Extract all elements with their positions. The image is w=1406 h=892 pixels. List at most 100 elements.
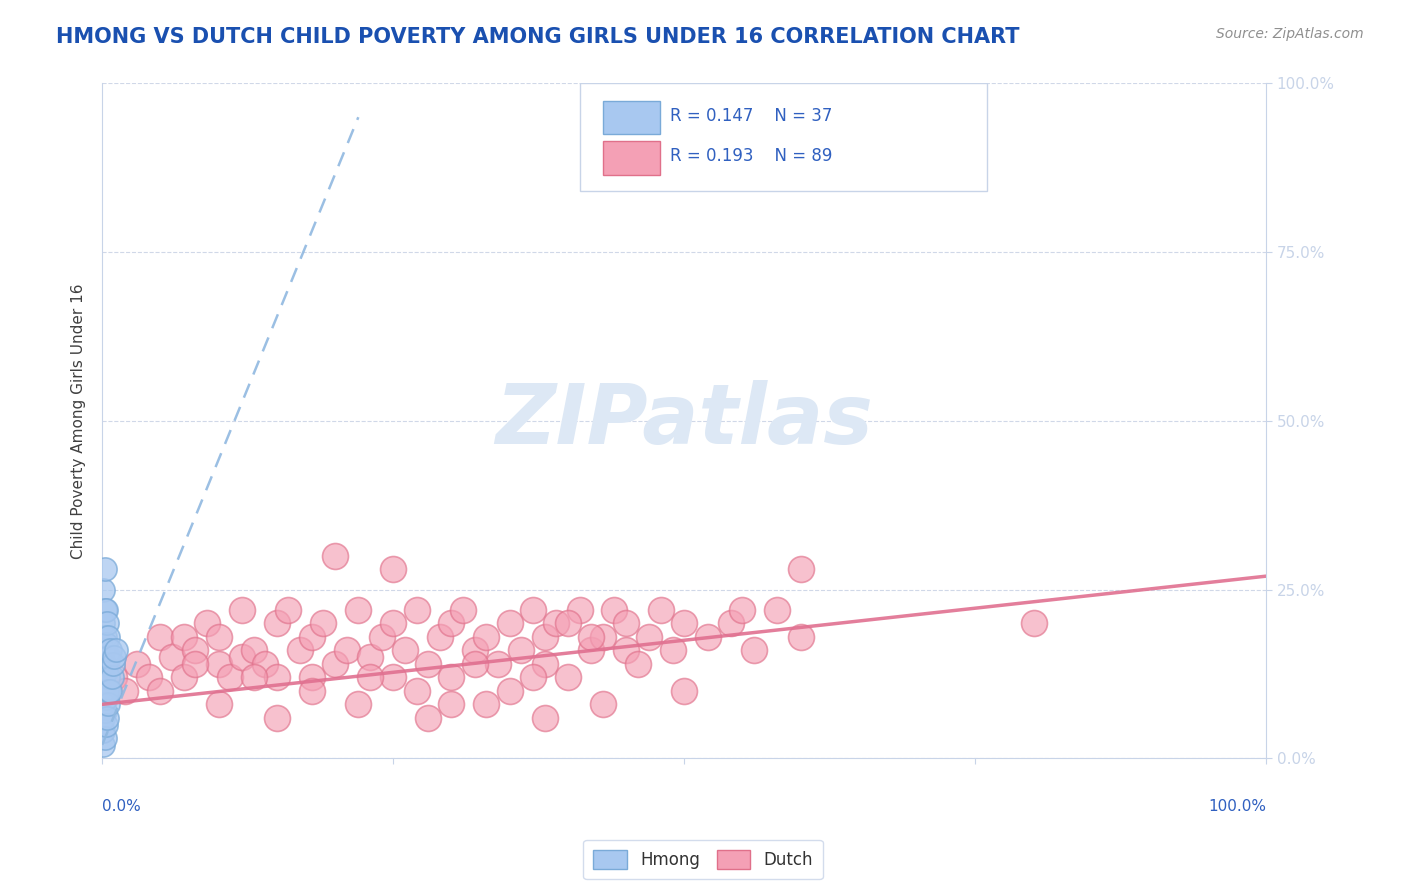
Point [266,711,288,725]
Point [557,670,579,684]
Point [592,698,614,712]
Point [568,603,591,617]
Point [464,643,486,657]
Point [93,731,115,745]
Point [440,670,463,684]
Text: ZIPatlas: ZIPatlas [495,380,873,461]
Point [1022,616,1045,631]
Point [160,650,183,665]
Point [579,630,602,644]
Point [614,616,637,631]
Point [742,643,765,657]
Point [96,650,118,665]
Point [93,738,115,752]
Point [429,630,451,644]
Point [127,657,149,671]
Point [546,616,568,631]
Point [94,690,117,705]
Point [149,684,172,698]
Point [405,603,427,617]
Point [440,616,463,631]
Point [94,603,117,617]
Point [184,643,207,657]
Point [789,562,811,576]
Point [219,670,242,684]
Point [242,670,264,684]
Point [464,657,486,671]
Point [94,664,117,678]
Legend: Hmong, Dutch: Hmong, Dutch [583,840,823,880]
Point [184,657,207,671]
Point [382,670,405,684]
Point [231,603,253,617]
Point [498,684,520,698]
Point [96,711,118,725]
Point [97,630,120,644]
Point [195,616,218,631]
Point [418,657,440,671]
Text: R = 0.193    N = 89: R = 0.193 N = 89 [671,147,832,165]
Point [93,657,115,671]
Point [579,643,602,657]
Point [475,698,498,712]
Point [277,603,299,617]
Point [98,650,121,665]
Point [533,630,555,644]
Point [440,698,463,712]
Point [98,684,121,698]
Point [242,643,264,657]
Point [96,616,118,631]
Point [418,711,440,725]
FancyBboxPatch shape [579,84,987,192]
Text: HMONG VS DUTCH CHILD POVERTY AMONG GIRLS UNDER 16 CORRELATION CHART: HMONG VS DUTCH CHILD POVERTY AMONG GIRLS… [56,27,1019,46]
Point [614,643,637,657]
Text: Source: ZipAtlas.com: Source: ZipAtlas.com [1216,27,1364,41]
Point [98,643,121,657]
Point [673,684,696,698]
Point [93,724,115,739]
Point [301,684,323,698]
FancyBboxPatch shape [603,142,659,175]
Point [266,670,288,684]
Point [114,684,136,698]
FancyBboxPatch shape [603,101,659,134]
Point [370,630,392,644]
Point [603,603,626,617]
Point [592,630,614,644]
Point [103,650,125,665]
Point [661,643,683,657]
Point [312,616,335,631]
Point [100,670,122,684]
Point [93,711,115,725]
Point [557,616,579,631]
Point [323,549,346,563]
Point [301,670,323,684]
Point [207,630,229,644]
Point [650,603,672,617]
Point [347,603,370,617]
Point [98,684,121,698]
Point [359,670,381,684]
Point [93,582,115,597]
Point [93,562,115,576]
Point [486,657,509,671]
Point [93,616,115,631]
Point [103,670,125,684]
Point [323,657,346,671]
Point [498,616,520,631]
Point [93,643,115,657]
Point [97,698,120,712]
Point [359,650,381,665]
Point [301,630,323,644]
Point [93,684,115,698]
Point [533,711,555,725]
Point [382,562,405,576]
Point [149,630,172,644]
Point [638,630,661,644]
Point [522,603,544,617]
Point [138,670,160,684]
Point [266,616,288,631]
Point [522,670,544,684]
Point [97,670,120,684]
Point [254,657,277,671]
